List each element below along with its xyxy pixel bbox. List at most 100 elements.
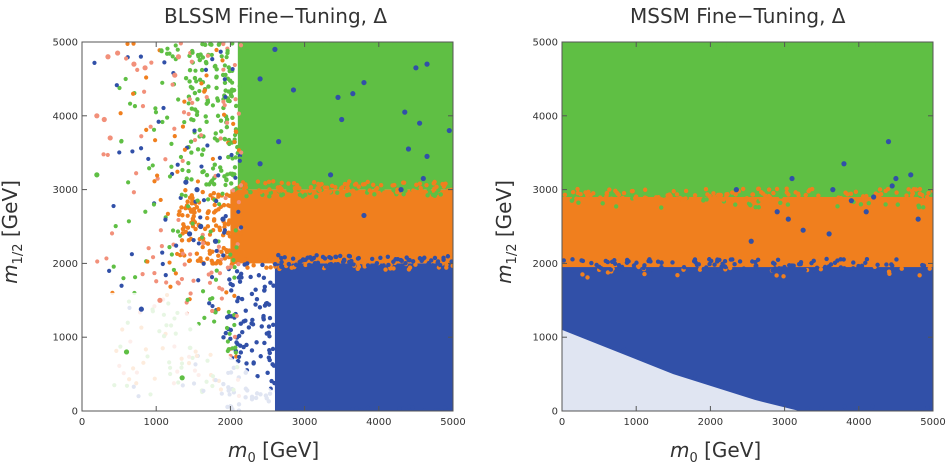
scatter-point	[101, 116, 107, 123]
chart-title: MSSM Fine−Tuning, Δ	[630, 4, 846, 28]
chart-panel-blssm: BLSSM Fine−Tuning, Δ 0 1000 2000 3000 4000 50…	[0, 0, 470, 468]
scatter-point	[276, 139, 282, 145]
y-tick-label: 2000	[53, 259, 78, 270]
scatter-point	[290, 87, 297, 93]
x-axis-ticks: 0 1000 2000 3000 4000 5000	[559, 42, 946, 428]
scatter-point	[774, 209, 780, 215]
scatter-point	[327, 172, 334, 178]
x-axis-label-sub: 0	[689, 451, 698, 466]
scatter-point	[446, 127, 452, 134]
x-tick-label: 5000	[440, 417, 465, 428]
x-axis-label-unit: [GeV]	[697, 438, 762, 462]
x-axis-label: m0 [GeV]	[228, 438, 319, 466]
scatter-point	[257, 76, 263, 82]
scatter-point	[138, 306, 144, 312]
x-tick-label: 2000	[698, 417, 723, 428]
scatter-point	[830, 187, 836, 193]
scatter-point	[131, 61, 137, 67]
scatter-point	[908, 172, 914, 178]
y-axis-label-unit: [GeV]	[491, 180, 516, 244]
scatter-point	[424, 153, 430, 159]
x-tick-label: 3000	[292, 417, 317, 428]
region-green	[562, 42, 933, 201]
region-blue	[274, 263, 453, 411]
scatter-point	[335, 94, 341, 100]
x-axis-label-var: m	[670, 438, 690, 462]
scatter-point	[179, 375, 185, 381]
region-orange	[230, 189, 453, 264]
scatter-point	[733, 187, 739, 193]
y-tick-label: 0	[552, 407, 558, 418]
y-tick-label: 4000	[533, 111, 558, 122]
scatter-point	[885, 139, 892, 145]
scatter-point	[863, 209, 869, 215]
y-tick-label: 4000	[53, 111, 78, 122]
y-axis-label-unit: [GeV]	[0, 180, 22, 244]
scatter-point	[361, 212, 367, 219]
x-axis-label: m0 [GeV]	[670, 438, 761, 466]
y-tick-label: 5000	[53, 38, 78, 49]
x-axis-label-sub: 0	[247, 451, 256, 466]
scatter-point	[420, 175, 426, 182]
scatter-point	[871, 194, 877, 200]
scatter-point	[94, 113, 100, 119]
y-axis-label: m1/2 [GeV]	[492, 180, 520, 284]
x-axis-ticks: 0 1000 2000 3000 4000 5000	[79, 42, 466, 428]
chart-plot-mssm: 0 1000 2000 3000 4000 5000 0 1000 2000 3000 4000 50…	[533, 38, 946, 429]
scatter-point	[105, 54, 111, 60]
chart-title: BLSSM Fine−Tuning, Δ	[164, 4, 388, 28]
scatter-point	[142, 65, 148, 71]
x-tick-label: 2000	[218, 417, 243, 428]
chart-panel-mssm: MSSM Fine−Tuning, Δ 0 1000 2000 3000 4000 500…	[478, 0, 949, 468]
scatter-point	[198, 223, 204, 230]
scatter-point	[848, 198, 854, 204]
y-tick-label: 3000	[53, 185, 78, 196]
scatter-point	[800, 227, 806, 233]
region-green	[237, 42, 453, 190]
y-axis-label-var: m	[0, 264, 22, 284]
scatter-point	[212, 238, 219, 244]
scatter-point	[123, 349, 130, 355]
scatter-point	[789, 175, 795, 182]
scatter-point	[172, 72, 178, 78]
scatter-point	[272, 46, 278, 52]
x-tick-label: 4000	[846, 417, 871, 428]
empty-region	[562, 329, 800, 411]
scatter-point	[94, 172, 100, 178]
scatter-point	[413, 65, 419, 71]
empty-region	[82, 292, 275, 411]
scatter-point	[194, 187, 200, 193]
y-tick-label: 5000	[533, 38, 558, 49]
x-tick-label: 1000	[143, 417, 168, 428]
y-tick-label: 1000	[53, 333, 78, 344]
region-orange	[562, 196, 933, 271]
x-tick-label: 4000	[366, 417, 391, 428]
y-axis-ticks: 0 1000 2000 3000 4000 5000	[533, 38, 933, 418]
scatter-point	[350, 91, 356, 97]
y-axis-label-sub: 1/2	[504, 243, 520, 265]
scatter-point	[183, 179, 189, 185]
plot-frame	[81, 41, 454, 412]
scatter-point	[361, 79, 367, 86]
scatter-point	[826, 231, 832, 237]
y-tick-label: 2000	[533, 259, 558, 270]
x-axis-label-unit: [GeV]	[255, 438, 320, 462]
x-tick-label: 3000	[772, 417, 797, 428]
plot-area	[562, 42, 933, 411]
y-tick-label: 3000	[533, 185, 558, 196]
scatter-point	[424, 61, 430, 67]
scatter-point	[841, 161, 847, 167]
scatter-point	[220, 216, 226, 222]
scatter-point	[748, 238, 754, 244]
scatter-point	[107, 135, 113, 141]
scatter-point	[157, 297, 163, 303]
scatter-point	[915, 216, 921, 222]
x-tick-label: 0	[559, 417, 565, 428]
scatter-point	[785, 216, 791, 222]
scatter-point	[889, 183, 895, 189]
y-axis-label-sub: 1/2	[10, 243, 26, 265]
x-tick-label: 1000	[623, 417, 648, 428]
scatter-point	[186, 231, 193, 237]
scatter-point	[398, 187, 404, 193]
chart-plot-blssm: 0 1000 2000 3000 4000 5000 0 1000 2000 3000 4000 50…	[53, 38, 466, 429]
